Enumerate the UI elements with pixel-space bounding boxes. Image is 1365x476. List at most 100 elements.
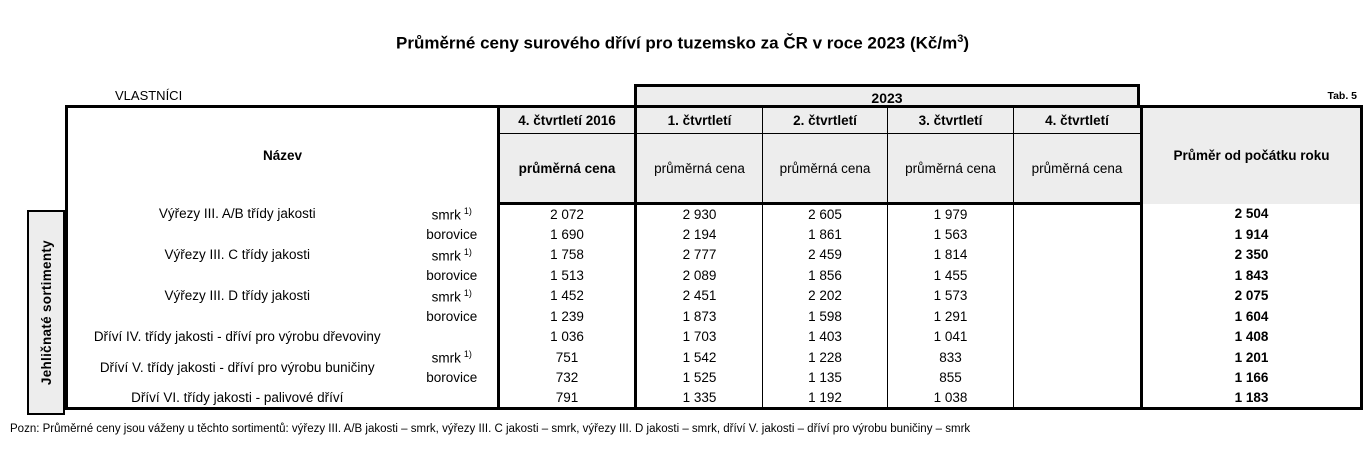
- value-average: 1 604: [1140, 306, 1362, 327]
- row-species: borovice: [406, 306, 500, 327]
- table-row: Výřezy III. D třídy jakosti smrk 1) 1 452…: [67, 285, 1362, 306]
- value-q3: 833: [887, 347, 1014, 368]
- row-species: smrk 1): [406, 203, 500, 224]
- table-row: Dříví VI. třídy jakosti - palivové dříví…: [67, 388, 1362, 409]
- value-q4: [1013, 388, 1142, 409]
- value-q4-2016: 1 690: [497, 224, 637, 245]
- value-q1: 1 873: [635, 306, 763, 327]
- value-q2: 1 192: [762, 388, 888, 409]
- footnote-marker: 1): [463, 287, 472, 298]
- price-label-q3: průměrná cena: [887, 133, 1014, 205]
- owners-label: VLASTNÍCI: [115, 88, 183, 103]
- value-q1: 1 703: [635, 326, 763, 347]
- row-name: Dříví VI. třídy jakosti - palivové dříví: [131, 390, 344, 405]
- value-q3: 1 038: [887, 388, 1014, 409]
- assortment-group-label: Jehličnaté sortimenty: [38, 239, 54, 386]
- value-q4: [1013, 326, 1142, 347]
- value-q3: 1 563: [887, 224, 1014, 245]
- row-name: Výřezy III. D třídy jakosti: [164, 288, 311, 304]
- value-q4-2016: 1 758: [497, 244, 637, 265]
- row-name: [67, 306, 407, 327]
- value-q3: 1 814: [887, 244, 1014, 265]
- species-label: smrk: [431, 248, 461, 263]
- table-row: borovice 1 513 2 089 1 856 1 455 1 843: [67, 265, 1362, 286]
- year-header: 2023: [634, 84, 1140, 108]
- value-q4: [1013, 347, 1142, 368]
- value-q3: 1 455: [887, 265, 1014, 286]
- value-q4: [1013, 285, 1142, 306]
- row-name: Dříví V. třídy jakosti - dříví pro výrob…: [99, 360, 375, 375]
- value-q2: 1 228: [762, 347, 888, 368]
- value-average: 2 350: [1140, 244, 1362, 265]
- species-label: borovice: [426, 370, 478, 386]
- value-q1: 1 525: [635, 367, 763, 388]
- table-row: Dříví IV. třídy jakosti - dříví pro výro…: [67, 326, 1362, 347]
- value-average: 1 914: [1140, 224, 1362, 245]
- value-q1: 2 089: [635, 265, 763, 286]
- species-label: borovice: [426, 267, 478, 283]
- value-q4: [1013, 367, 1142, 388]
- assortment-group-box: Jehličnaté sortimenty: [27, 210, 65, 415]
- value-average: 2 075: [1140, 285, 1362, 306]
- value-q4: [1013, 244, 1142, 265]
- value-q2: 2 605: [762, 203, 888, 224]
- row-species: borovice: [406, 367, 500, 388]
- value-q4-2016: 1 513: [497, 265, 637, 286]
- column-header-average: Průměr od počátku roku: [1140, 106, 1362, 204]
- value-q4-2016: 2 072: [497, 203, 637, 224]
- page-title-end: ): [963, 33, 969, 53]
- price-label-q2: průměrná cena: [762, 133, 888, 205]
- page-title: Průměrné ceny surového dříví pro tuzemsk…: [0, 33, 1365, 54]
- value-average: 2 504: [1140, 203, 1362, 224]
- header-row-price-labels: průměrná cena průměrná cena průměrná cen…: [67, 133, 1362, 205]
- table-number-label: Tab. 5: [1327, 90, 1357, 102]
- value-q2: 1 856: [762, 265, 888, 286]
- table-row: borovice 1 690 2 194 1 861 1 563 1 914: [67, 224, 1362, 245]
- row-name: Dříví IV. třídy jakosti - dříví pro výro…: [93, 329, 381, 345]
- footnote: Pozn: Průměrné ceny jsou váženy u těchto…: [10, 423, 971, 435]
- value-q1: 2 194: [635, 224, 763, 245]
- species-label: smrk: [431, 289, 461, 304]
- species-label: borovice: [426, 308, 478, 324]
- row-species: smrk 1): [406, 244, 500, 265]
- value-q1: 2 930: [635, 203, 763, 224]
- footnote-marker: 1): [463, 246, 472, 257]
- row-name: Výřezy III. C třídy jakosti: [164, 247, 311, 263]
- value-average: 1 843: [1140, 265, 1362, 286]
- page-title-text: Průměrné ceny surového dříví pro tuzemsk…: [396, 33, 958, 53]
- column-header-q4-2016: 4. čtvrtletí 2016: [497, 106, 637, 134]
- price-label-q1: průměrná cena: [635, 133, 763, 205]
- value-q2: 2 202: [762, 285, 888, 306]
- footnote-marker: 1): [463, 205, 472, 216]
- row-species: [406, 326, 500, 347]
- row-species: [406, 388, 500, 409]
- row-species: borovice: [406, 265, 500, 286]
- price-label-q4: průměrná cena: [1013, 133, 1142, 205]
- footnote-marker: 1): [463, 349, 472, 359]
- value-q2: 2 459: [762, 244, 888, 265]
- value-q4-2016: 1 036: [497, 326, 637, 347]
- value-q4: [1013, 265, 1142, 286]
- value-q2: 1 598: [762, 306, 888, 327]
- value-q2: 1 861: [762, 224, 888, 245]
- column-header-q3: 3. čtvrtletí: [887, 106, 1014, 134]
- value-average: 1 201: [1140, 347, 1362, 368]
- value-average: 1 166: [1140, 367, 1362, 388]
- page-title-superscript: 3: [957, 33, 964, 45]
- column-header-q2: 2. čtvrtletí: [762, 106, 888, 134]
- table-row: Výřezy III. C třídy jakosti smrk 1) 1 758…: [67, 244, 1362, 265]
- value-q3: 1 979: [887, 203, 1014, 224]
- value-q3: 1 041: [887, 326, 1014, 347]
- price-table: Název 4. čtvrtletí 2016 1. čtvrtletí 2. …: [65, 105, 1363, 410]
- value-q3: 855: [887, 367, 1014, 388]
- value-q4-2016: 751: [497, 347, 637, 368]
- value-q2: 1 403: [762, 326, 888, 347]
- table-row: borovice 732 1 525 1 135 855 1 166: [67, 367, 1362, 388]
- species-label: borovice: [426, 226, 478, 242]
- value-q2: 1 135: [762, 367, 888, 388]
- row-species: borovice: [406, 224, 500, 245]
- row-species: smrk 1): [406, 285, 500, 306]
- value-average: 1 183: [1140, 388, 1362, 409]
- value-q4: [1013, 203, 1142, 224]
